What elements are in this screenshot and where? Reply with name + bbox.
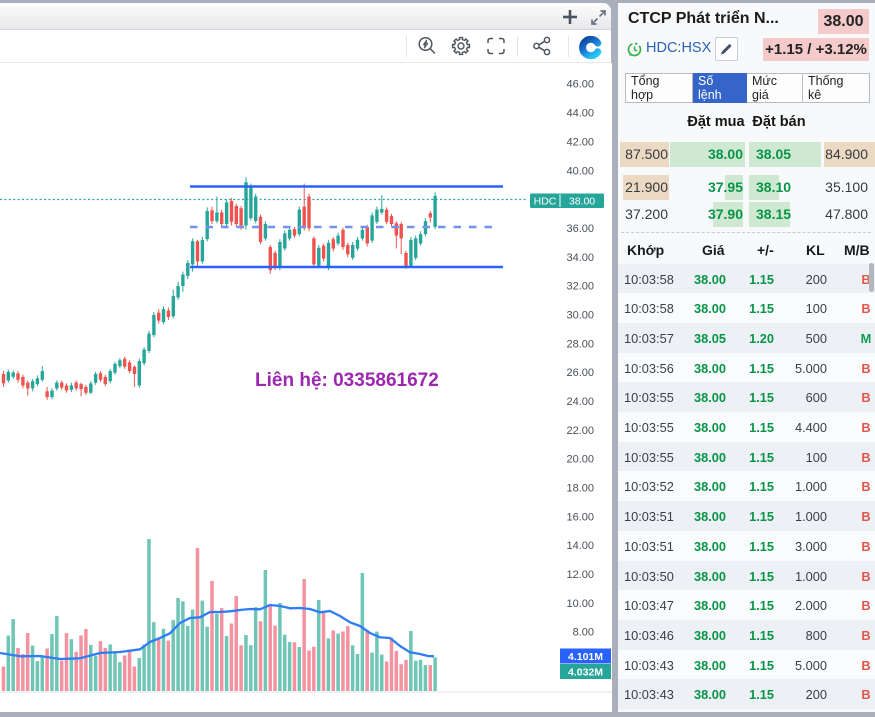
svg-text:12.00: 12.00 — [566, 569, 594, 581]
svg-text:18.00: 18.00 — [566, 483, 594, 495]
svg-text:HDC: HDC — [534, 196, 557, 208]
svg-text:10.00: 10.00 — [566, 598, 594, 610]
svg-text:24.00: 24.00 — [566, 396, 594, 408]
svg-text:4.101M: 4.101M — [568, 651, 603, 663]
svg-text:20.00: 20.00 — [566, 454, 594, 466]
svg-text:28.00: 28.00 — [566, 338, 594, 350]
svg-text:38.00: 38.00 — [569, 196, 595, 208]
svg-text:14.00: 14.00 — [566, 540, 594, 552]
svg-text:16.00: 16.00 — [566, 511, 594, 523]
svg-text:44.00: 44.00 — [566, 108, 594, 120]
svg-text:8.00: 8.00 — [573, 627, 594, 639]
svg-text:36.00: 36.00 — [566, 223, 594, 235]
svg-text:26.00: 26.00 — [566, 367, 594, 379]
svg-text:34.00: 34.00 — [566, 252, 594, 264]
svg-text:22.00: 22.00 — [566, 425, 594, 437]
svg-text:40.00: 40.00 — [566, 165, 594, 177]
svg-text:4.032M: 4.032M — [568, 666, 603, 678]
svg-text:30.00: 30.00 — [566, 310, 594, 322]
svg-text:32.00: 32.00 — [566, 281, 594, 293]
svg-text:Liên hệ: 0335861672: Liên hệ: 0335861672 — [255, 370, 439, 391]
svg-text:42.00: 42.00 — [566, 136, 594, 148]
svg-text:46.00: 46.00 — [566, 79, 594, 91]
